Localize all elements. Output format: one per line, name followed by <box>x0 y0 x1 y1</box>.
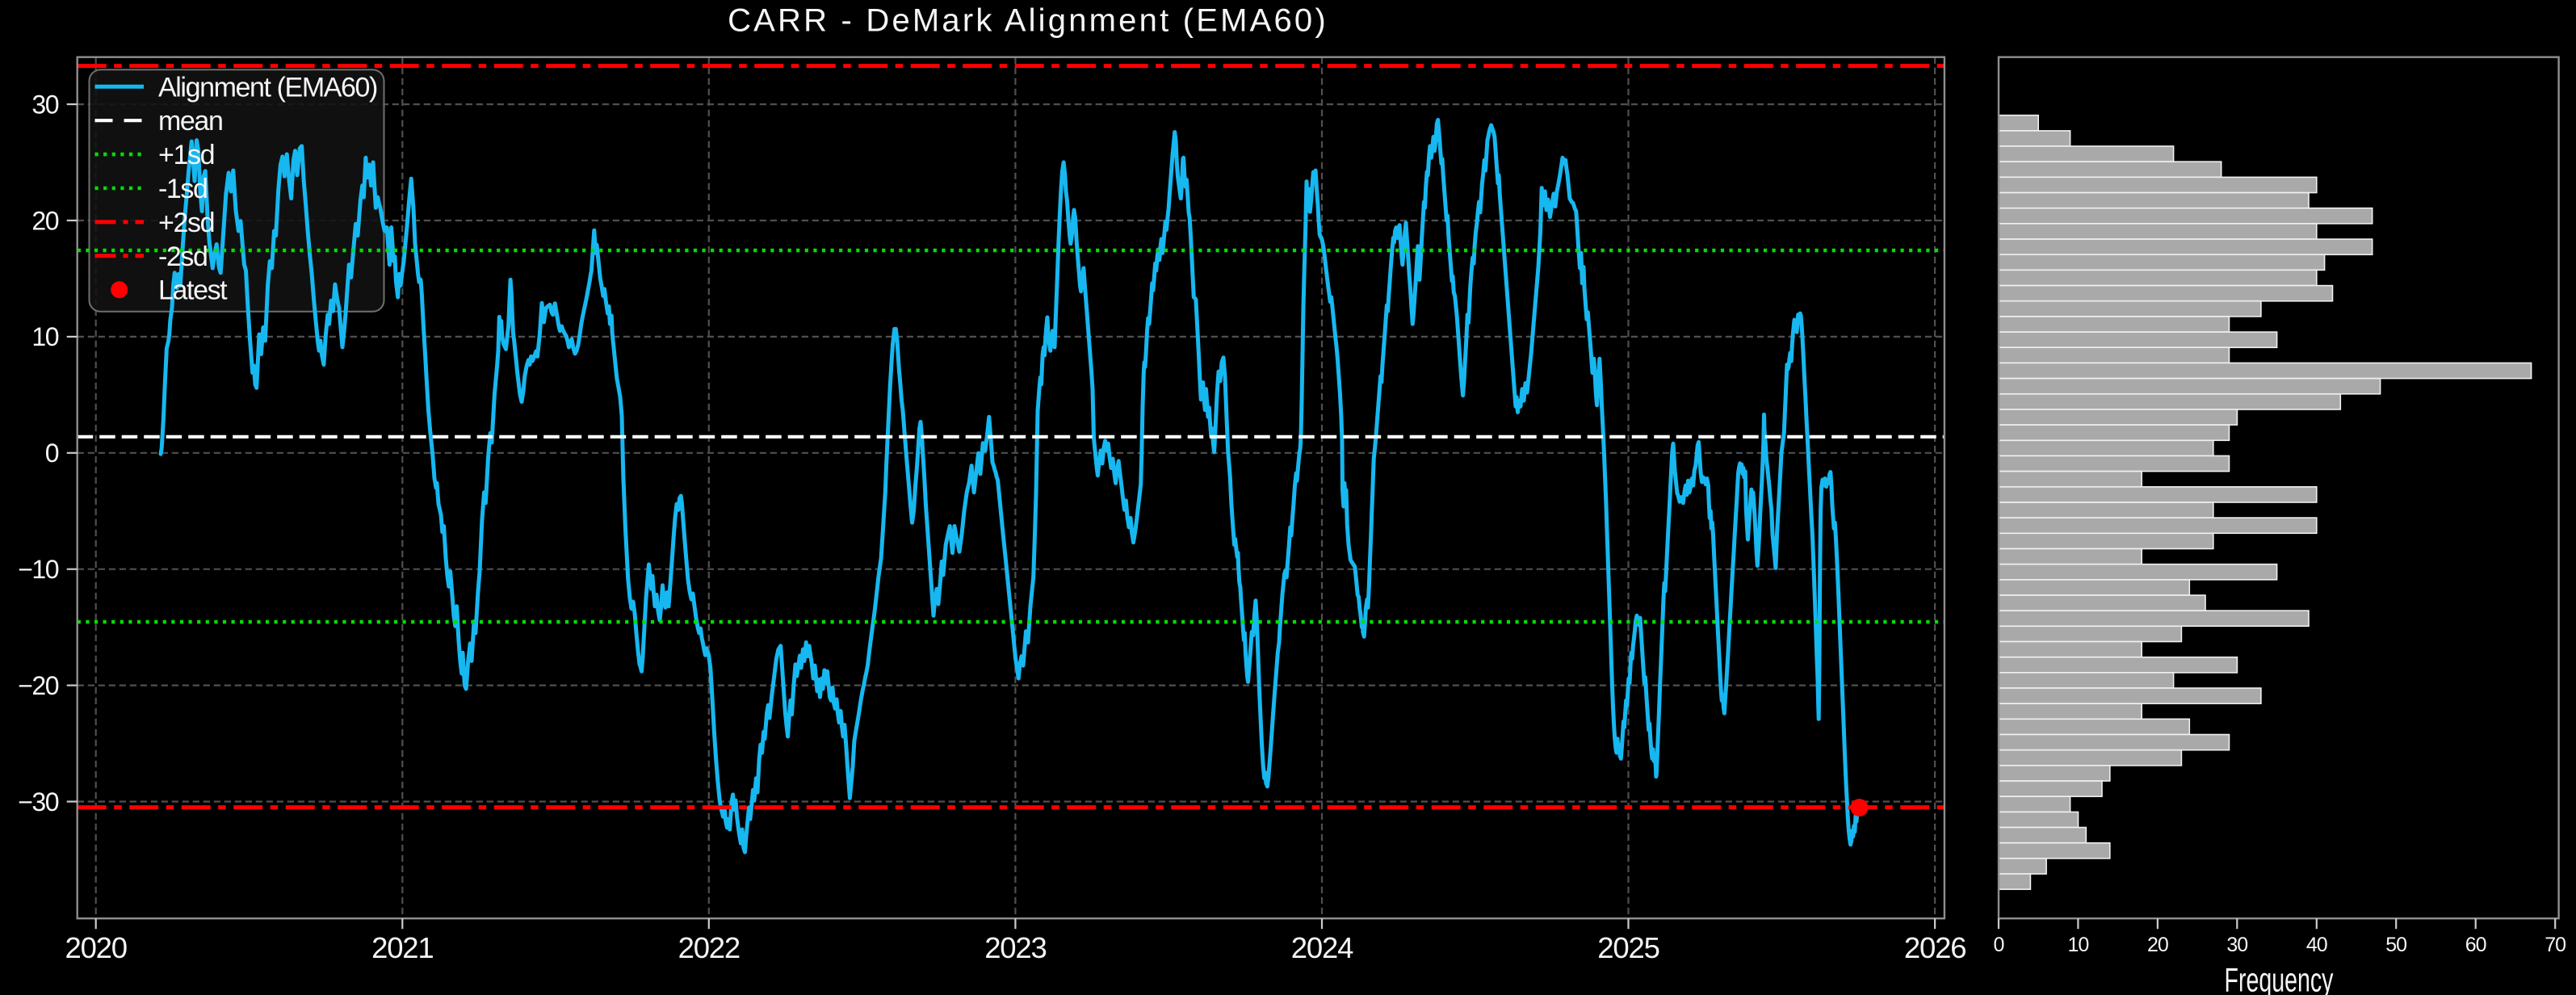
svg-text:30: 30 <box>31 90 58 119</box>
svg-text:Alignment (EMA60): Alignment (EMA60) <box>158 72 377 103</box>
svg-text:+2sd: +2sd <box>158 208 214 238</box>
svg-text:-1sd: -1sd <box>158 174 208 204</box>
svg-text:2024: 2024 <box>1291 931 1353 964</box>
svg-text:2025: 2025 <box>1597 931 1659 964</box>
svg-text:70: 70 <box>2545 934 2566 956</box>
svg-text:40: 40 <box>2306 934 2327 956</box>
svg-text:10: 10 <box>31 322 58 351</box>
svg-text:60: 60 <box>2465 934 2486 956</box>
svg-text:2021: 2021 <box>371 931 433 964</box>
svg-text:10: 10 <box>2067 934 2088 956</box>
svg-text:2022: 2022 <box>678 931 740 964</box>
svg-text:50: 50 <box>2385 934 2406 956</box>
svg-text:+1sd: +1sd <box>158 140 214 170</box>
svg-text:−30: −30 <box>18 787 58 817</box>
svg-text:CARR - DeMark Alignment (EMA60: CARR - DeMark Alignment (EMA60) <box>728 3 1328 39</box>
svg-text:30: 30 <box>2226 934 2247 956</box>
svg-text:Latest: Latest <box>158 275 228 306</box>
svg-text:mean: mean <box>158 106 222 136</box>
svg-text:0: 0 <box>45 439 59 468</box>
svg-text:-2sd: -2sd <box>158 241 208 272</box>
svg-text:20: 20 <box>2147 934 2168 956</box>
svg-text:20: 20 <box>31 206 58 235</box>
svg-text:2023: 2023 <box>984 931 1046 964</box>
svg-text:2026: 2026 <box>1904 931 1966 964</box>
svg-text:2020: 2020 <box>65 931 126 964</box>
svg-text:0: 0 <box>1994 934 2004 956</box>
svg-text:−10: −10 <box>18 555 58 584</box>
svg-text:−20: −20 <box>18 671 58 700</box>
svg-text:Frequency: Frequency <box>2225 960 2334 995</box>
